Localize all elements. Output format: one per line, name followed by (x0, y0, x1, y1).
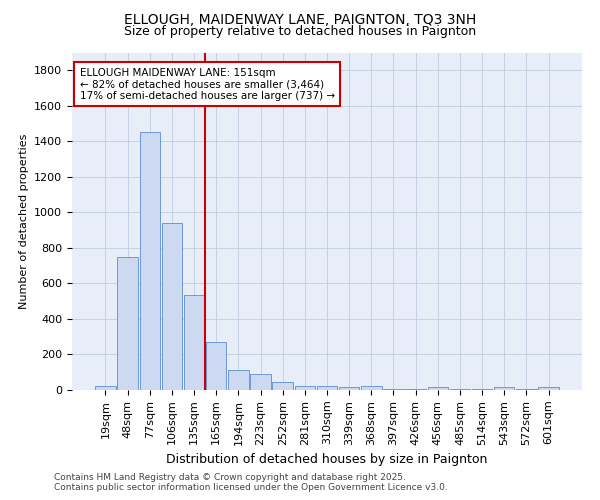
Bar (361, 386, 382, 390)
Bar (272, 382, 293, 390)
Text: ELLOUGH MAIDENWAY LANE: 151sqm
← 82% of detached houses are smaller (3,464)
17% : ELLOUGH MAIDENWAY LANE: 151sqm ← 82% of … (80, 68, 335, 101)
Bar (428, 388, 448, 390)
Bar (184, 295, 204, 390)
Text: Size of property relative to detached houses in Paignton: Size of property relative to detached ho… (124, 25, 476, 38)
Bar (494, 388, 514, 390)
Bar (450, 389, 470, 390)
Text: Contains HM Land Registry data © Crown copyright and database right 2025.
Contai: Contains HM Land Registry data © Crown c… (54, 473, 448, 492)
Bar (95, 386, 116, 390)
Bar (317, 386, 337, 390)
Bar (206, 342, 226, 390)
Bar (161, 223, 182, 390)
Bar (228, 370, 248, 390)
Bar (140, 132, 160, 390)
Bar (538, 388, 559, 390)
Bar (383, 389, 404, 390)
Text: ELLOUGH, MAIDENWAY LANE, PAIGNTON, TQ3 3NH: ELLOUGH, MAIDENWAY LANE, PAIGNTON, TQ3 3… (124, 12, 476, 26)
Bar (472, 389, 493, 390)
Bar (339, 388, 359, 390)
Bar (250, 374, 271, 390)
Bar (295, 386, 315, 390)
Bar (516, 389, 536, 390)
X-axis label: Distribution of detached houses by size in Paignton: Distribution of detached houses by size … (166, 453, 488, 466)
Bar (118, 257, 138, 390)
Y-axis label: Number of detached properties: Number of detached properties (19, 134, 29, 309)
Bar (406, 389, 426, 390)
